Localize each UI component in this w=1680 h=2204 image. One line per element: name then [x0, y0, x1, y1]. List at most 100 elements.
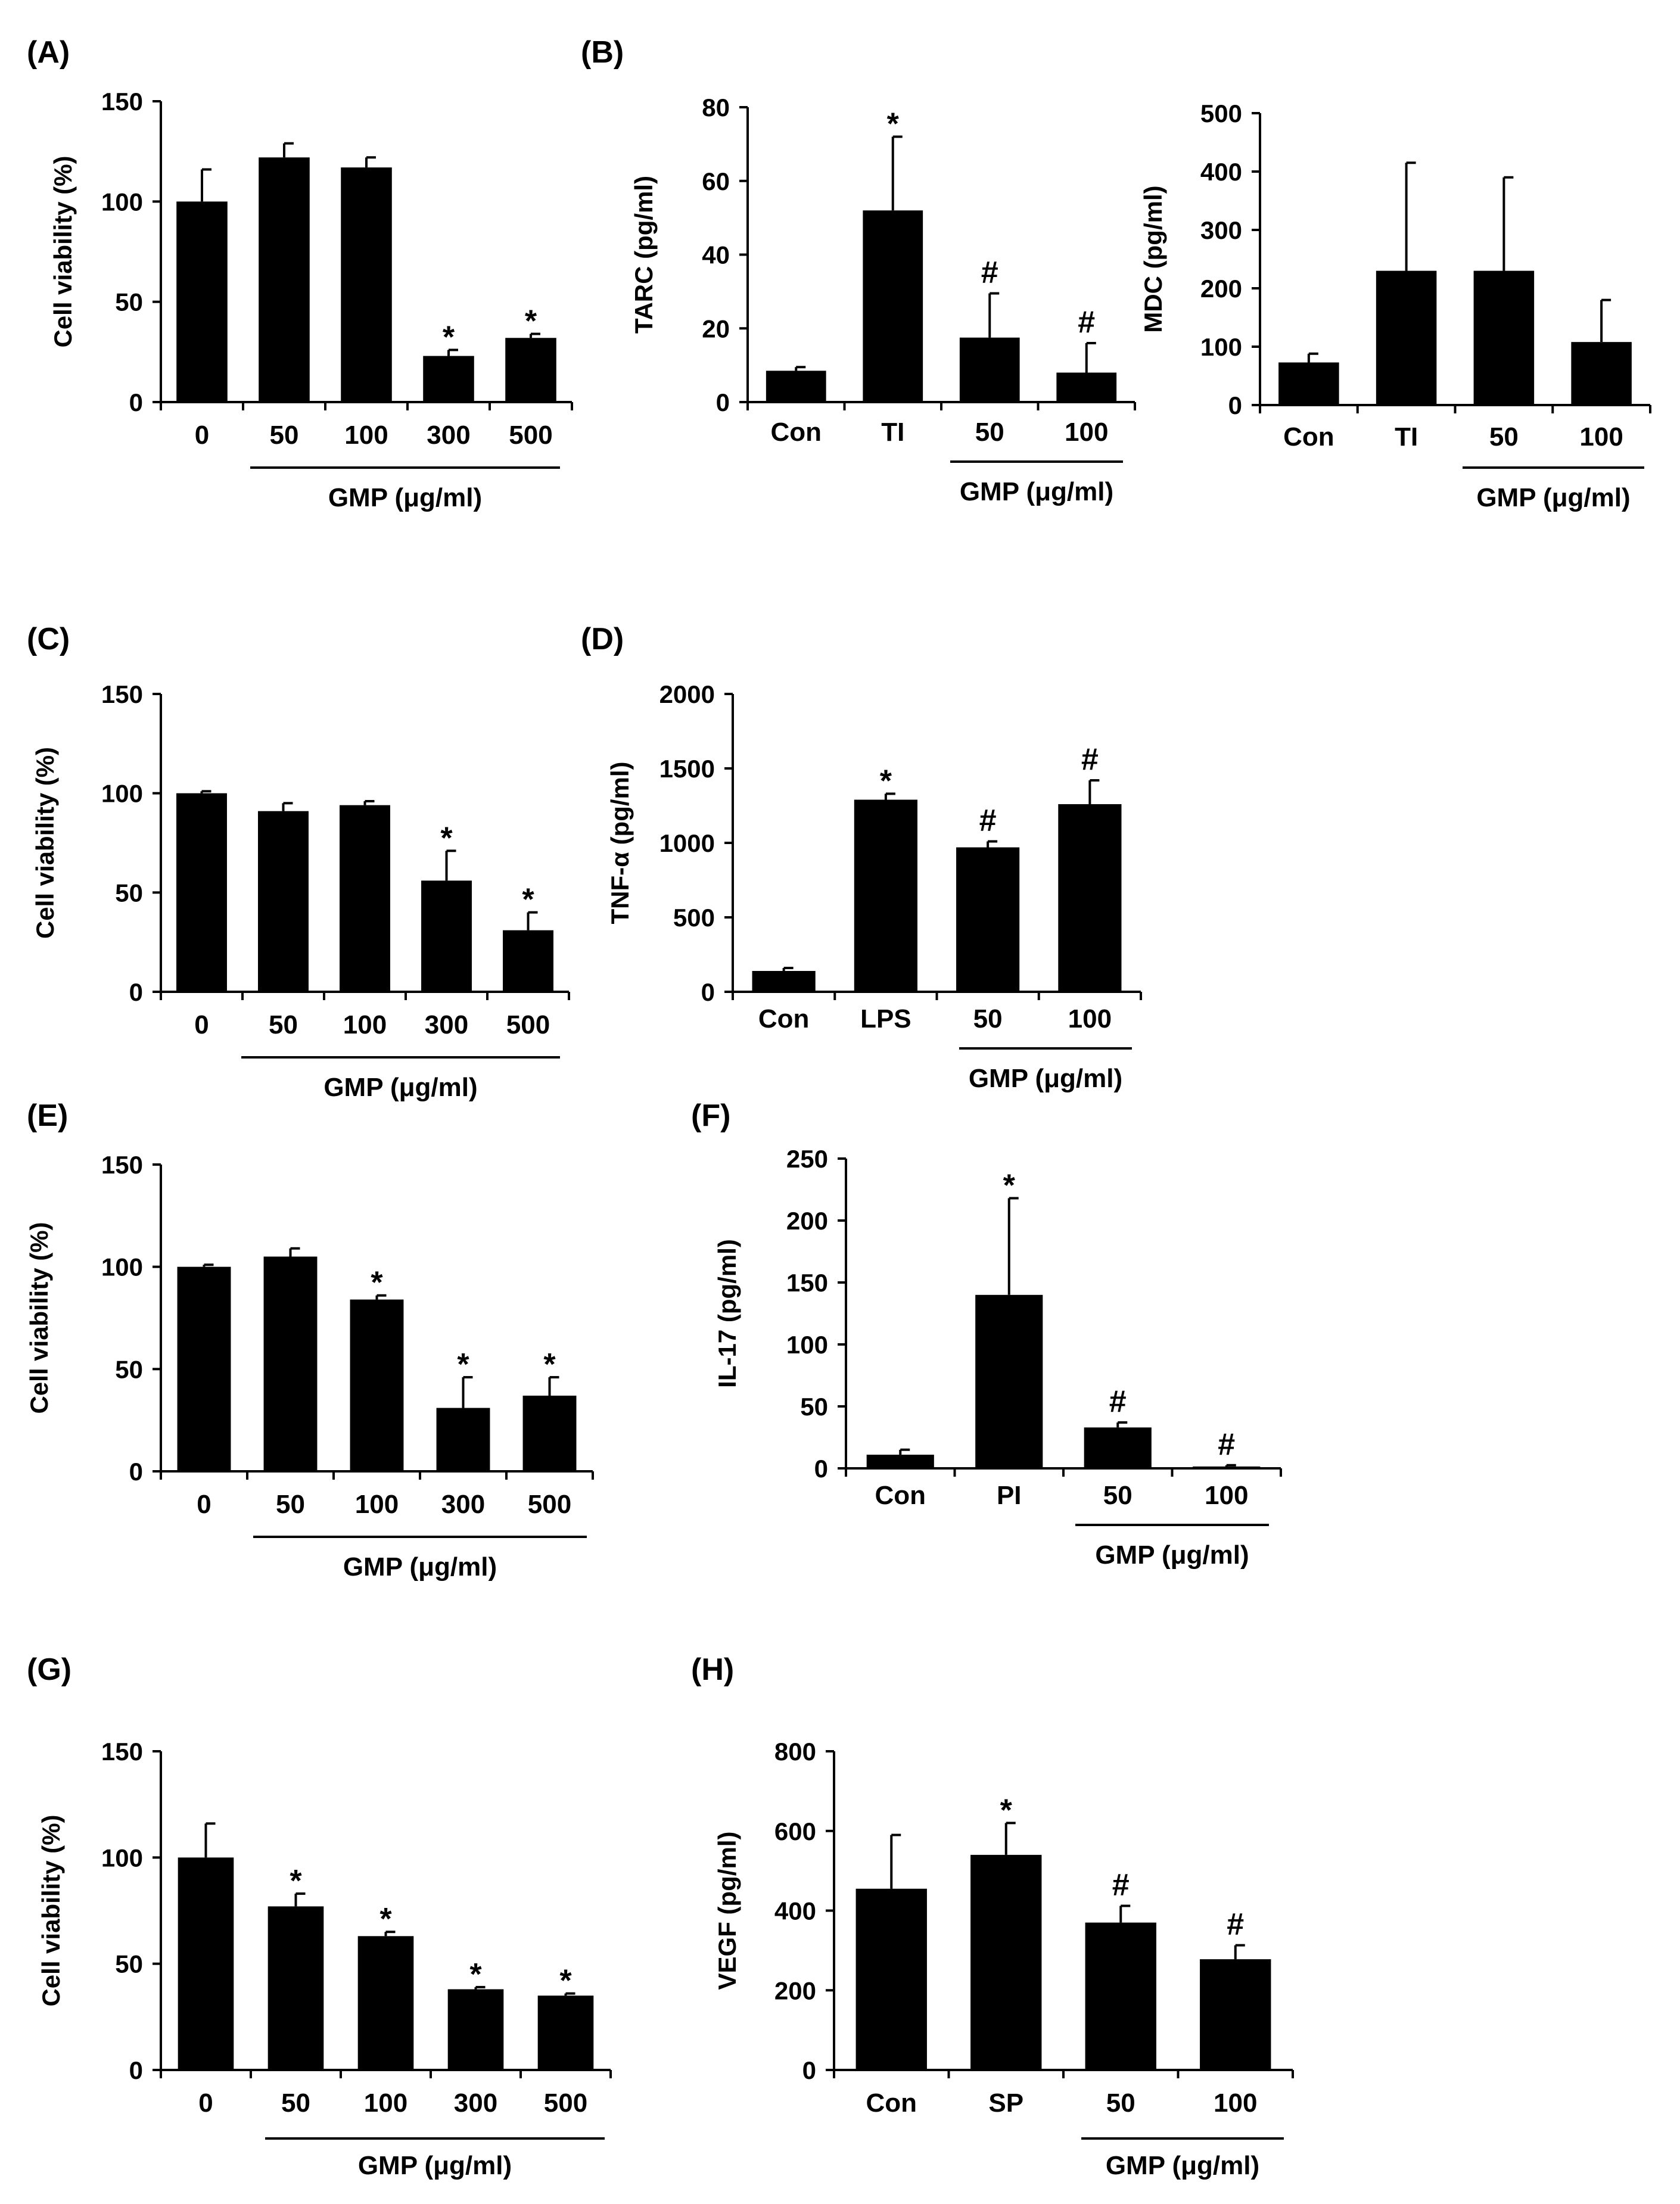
y-axis-label: IL-17 (pg/ml) [713, 1239, 741, 1388]
significance-hash: # [1112, 1867, 1130, 1902]
bar-300 [436, 1408, 490, 1471]
y-tick-label: 50 [115, 879, 143, 907]
bar-50 [267, 1906, 324, 2070]
x-category-label: 50 [269, 1010, 298, 1039]
chart-panel-9: (H) 0 200 400 600 800 VEGF (pg/ml) Con * SP #50 #10… [691, 1652, 1294, 2180]
group-label: GMP (μg/ml) [1095, 1540, 1249, 1570]
y-tick-label: 1000 [659, 829, 715, 857]
y-tick-label: 0 [129, 388, 143, 416]
chart-panel-1: (A) 0 50 100 150 Cell viability (%) 0 50 100 * 300… [27, 35, 573, 512]
x-category-label: 50 [1103, 1481, 1133, 1510]
y-tick-label: 100 [101, 1253, 143, 1281]
significance-star: * [525, 304, 537, 339]
y-tick-label: 600 [774, 1817, 816, 1845]
y-tick-label: 0 [129, 1458, 143, 1486]
y-tick-label: 100 [101, 780, 143, 808]
significance-star: * [522, 883, 534, 917]
y-tick-label: 0 [814, 1455, 828, 1483]
panel-label: (H) [691, 1652, 734, 1687]
significance-hash: # [1227, 1907, 1244, 1942]
bar-0 [177, 1266, 231, 1471]
x-category-label: Con [770, 418, 822, 447]
y-tick-label: 60 [702, 167, 730, 195]
x-category-label: 100 [343, 1010, 387, 1039]
x-category-label: 500 [506, 1010, 550, 1039]
x-category-label: 100 [1065, 418, 1108, 447]
bar-50 [258, 811, 309, 992]
significance-star: * [559, 1964, 572, 1998]
y-axis-label: Cell viability (%) [37, 1814, 65, 2006]
bar-0 [178, 1857, 234, 2070]
bar-Con [1278, 362, 1339, 405]
x-category-label: 500 [528, 1490, 571, 1519]
bar-50 [259, 157, 310, 402]
bar-50 [1084, 1427, 1152, 1468]
y-tick-label: 100 [786, 1331, 828, 1359]
y-tick-label: 150 [101, 1738, 143, 1766]
bar-Con [766, 371, 826, 402]
group-label: GMP (μg/ml) [1106, 2151, 1259, 2180]
x-category-label: 100 [1068, 1004, 1112, 1033]
bar-100 [357, 1936, 414, 2070]
bar-50 [1085, 1922, 1156, 2070]
panel-label: (B) [581, 35, 624, 70]
significance-hash: # [1218, 1427, 1235, 1462]
y-tick-label: 50 [115, 288, 143, 316]
x-category-label: 300 [441, 1490, 485, 1519]
y-tick-label: 800 [774, 1738, 816, 1766]
y-tick-label: 250 [786, 1145, 828, 1173]
significance-star: * [457, 1347, 469, 1382]
x-category-label: Con [1283, 422, 1334, 452]
y-tick-label: 0 [716, 388, 730, 416]
group-label: GMP (μg/ml) [960, 477, 1113, 506]
group-label: GMP (μg/ml) [969, 1064, 1122, 1093]
significance-star: * [379, 1902, 392, 1937]
bar-300 [423, 356, 474, 402]
x-category-label: 500 [544, 2088, 587, 2118]
x-category-label: 50 [973, 1004, 1003, 1033]
significance-hash: # [1081, 742, 1099, 777]
x-category-label: 0 [198, 2088, 213, 2118]
group-label: GMP (μg/ml) [343, 1552, 497, 1582]
x-category-label: Con [866, 2088, 917, 2118]
bar-50 [1473, 270, 1535, 405]
y-tick-label: 50 [115, 1950, 143, 1978]
significance-hash: # [981, 255, 998, 289]
bar-0 [176, 793, 227, 992]
bar-LPS [854, 799, 917, 992]
x-category-label: 100 [364, 2088, 407, 2118]
chart-panel-4: (C) 0 50 100 150 Cell viability (%) 0 50 100 * 300… [27, 622, 570, 1102]
y-tick-label: 0 [701, 978, 715, 1006]
y-tick-label: 200 [786, 1207, 828, 1235]
bar-500 [503, 930, 553, 992]
chart-panel-7: (F) 0 50 100 150 200 250 IL-17 (pg/ml) Con * PI #50… [691, 1098, 1282, 1570]
bar-100 [340, 805, 390, 992]
bar-100 [1056, 372, 1117, 402]
y-tick-label: 200 [1200, 275, 1242, 303]
x-category-label: 50 [281, 2088, 310, 2118]
x-category-label: Con [758, 1004, 810, 1033]
y-tick-label: 100 [1200, 333, 1242, 361]
y-tick-label: 500 [1200, 99, 1242, 127]
x-category-label: 100 [1579, 422, 1623, 452]
x-category-label: TI [1395, 422, 1418, 452]
bar-300 [421, 880, 472, 992]
bar-100 [1193, 1466, 1261, 1468]
x-category-label: 0 [197, 1490, 211, 1519]
panel-label: (E) [27, 1098, 68, 1133]
y-tick-label: 50 [115, 1355, 143, 1383]
bar-SP [970, 1854, 1042, 2070]
bar-Con [855, 1888, 927, 2070]
significance-star: * [469, 1957, 482, 1992]
significance-star: * [443, 320, 455, 354]
bar-Con [866, 1455, 934, 1468]
chart-panel-6: (E) 0 50 100 150 Cell viability (%) 0 50 * 100 * 30… [25, 1098, 594, 1582]
significance-hash: # [979, 804, 997, 838]
bar-PI [975, 1294, 1043, 1468]
x-category-label: SP [988, 2088, 1023, 2118]
panel-label: (D) [581, 622, 624, 656]
bar-50 [959, 337, 1020, 402]
y-tick-label: 1500 [659, 755, 715, 783]
panel-label: (C) [27, 622, 70, 656]
